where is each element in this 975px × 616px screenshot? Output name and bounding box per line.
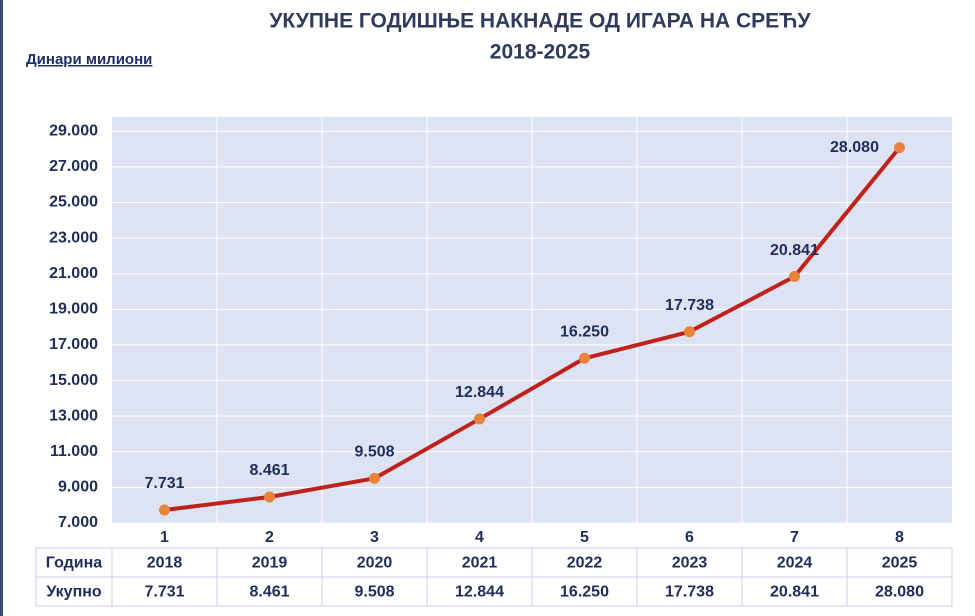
y-tick-label: 9.000: [58, 479, 98, 496]
table-cell: Укупно: [46, 584, 102, 601]
table-cell: 20.841: [770, 584, 819, 601]
table-cell: 16.250: [560, 584, 609, 601]
y-tick-label: 15.000: [49, 372, 98, 389]
data-label: 8.461: [249, 462, 289, 479]
table-cell: 17.738: [665, 584, 714, 601]
marker: [474, 413, 485, 425]
y-tick-label: 17.000: [49, 336, 98, 353]
marker: [894, 142, 905, 154]
data-label: 17.738: [665, 297, 714, 314]
table-cell: 2019: [252, 555, 288, 572]
table-cell: 8.461: [249, 584, 289, 601]
y-tick-label: 11.000: [50, 443, 98, 460]
x-tick-label: 5: [580, 529, 589, 546]
y-tick-label: 21.000: [49, 265, 98, 282]
left-edge: [0, 0, 3, 616]
y-tick-label: 27.000: [49, 158, 98, 175]
x-tick-label: 1: [160, 529, 169, 546]
marker: [369, 472, 380, 484]
table-cell: 28.080: [875, 584, 924, 601]
table-cell: 2021: [462, 555, 498, 572]
x-tick-label: 8: [895, 529, 904, 546]
x-tick-label: 3: [370, 529, 379, 546]
data-label: 16.250: [560, 324, 609, 341]
data-label: 7.731: [144, 475, 184, 492]
table-cell: 9.508: [354, 584, 394, 601]
y-axis-label: Динари милиони: [26, 51, 152, 68]
y-tick-label: 25.000: [49, 194, 98, 211]
marker: [159, 504, 170, 516]
table-cell: 2023: [672, 555, 708, 572]
x-tick-label: 7: [790, 529, 799, 546]
data-label: 12.844: [455, 384, 504, 401]
y-tick-label: 23.000: [49, 229, 98, 246]
table-cell: 2025: [882, 555, 918, 572]
marker: [789, 271, 800, 283]
chart-title: УКУПНЕ ГОДИШЊЕ НАКНАДЕ ОД ИГАРА НА СРЕЋУ: [269, 10, 811, 33]
data-label: 28.080: [830, 139, 879, 156]
table-cell: 12.844: [455, 584, 504, 601]
marker: [579, 352, 590, 364]
y-tick-label: 13.000: [49, 407, 98, 424]
table-cell: 2024: [777, 555, 813, 572]
y-tick-label: 7.000: [58, 514, 98, 531]
table-cell: 2018: [147, 555, 183, 572]
data-label: 20.841: [770, 242, 819, 259]
table-cell: 2020: [357, 555, 393, 572]
table-cell: 2022: [567, 555, 603, 572]
marker: [264, 491, 275, 503]
x-tick-label: 6: [685, 529, 694, 546]
y-tick-label: 29.000: [49, 122, 98, 139]
data-label: 9.508: [354, 444, 394, 461]
line: [164, 146, 902, 512]
x-tick-label: 4: [475, 529, 484, 546]
marker: [684, 326, 695, 338]
chart-subtitle: 2018-2025: [490, 41, 591, 64]
table-cell: Година: [46, 555, 102, 572]
x-tick-label: 2: [265, 529, 274, 546]
table-cell: 7.731: [144, 584, 184, 601]
y-tick-label: 19.000: [49, 301, 98, 318]
